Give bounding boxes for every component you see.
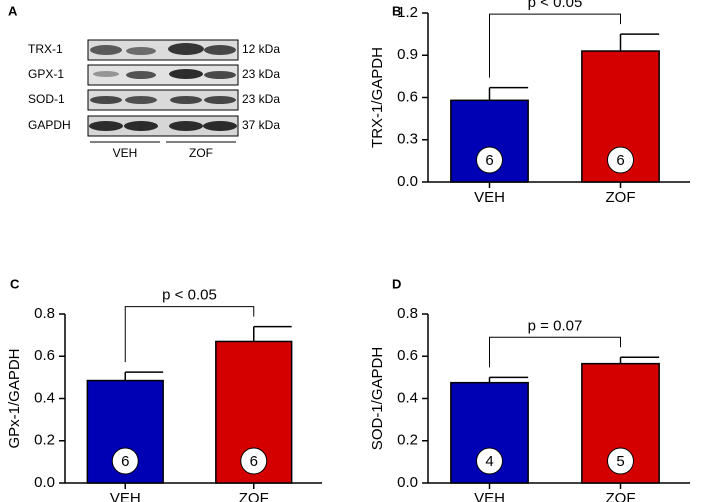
bands [89,43,237,131]
significance-bracket [489,336,621,368]
n-badge [476,447,503,475]
blot-strip [87,115,239,137]
blot-size-label: 12 kDa [242,42,280,56]
y-tick-label: 0.0 [397,474,418,491]
n-label: 5 [616,453,624,470]
y-tick-label: 0.4 [34,389,55,406]
blot-size-label: 37 kDa [242,118,280,132]
y-axis-label: SOD-1/GAPDH [369,347,386,450]
n-label: 6 [485,152,493,169]
x-tick-label: ZOF [606,490,636,502]
x-tick-label: VEH [474,490,505,502]
blot-row-label: SOD-1 [28,92,65,106]
y-axis-label: GPx-1/GAPDH [6,348,23,448]
significance-bracket [124,306,255,363]
n-badge [111,447,139,475]
annotation: p < 0.05 [162,287,217,304]
y-tick-label: 0.8 [397,305,418,322]
blot-strip [87,89,239,111]
n-label: 6 [616,152,624,169]
group-label: ZOF [189,146,213,160]
y-tick-label: 0.0 [397,173,418,190]
blot-row-label: GPX-1 [28,67,64,81]
y-tick-label: 0.4 [397,389,418,406]
n-badge [476,146,503,174]
y-tick-label: 0.6 [34,347,55,364]
y-tick-label: 0.8 [34,305,55,322]
n-label: 4 [485,453,493,470]
y-tick-label: 0.0 [34,474,55,491]
x-tick-label: VEH [110,490,141,502]
y-tick-label: 0.3 [397,131,418,148]
y-tick-label: 0.6 [397,347,418,364]
n-badge [240,447,268,475]
n-badge [607,447,634,475]
n-label: 6 [121,453,129,470]
n-badge [607,146,634,174]
group-label: VEH [113,146,138,160]
panel-label: B [392,3,401,18]
y-tick-label: 0.6 [397,88,418,105]
blot-size-label: 23 kDa [242,92,280,106]
n-label: 6 [250,453,258,470]
panel-label: A [8,3,18,18]
blot-strip [87,64,239,86]
x-tick-label: ZOF [239,490,269,502]
panel-label: C [10,276,20,291]
significance-bracket [489,13,621,78]
y-tick-label: 0.2 [34,432,55,449]
annotation: p = 0.07 [528,317,583,334]
blot-size-label: 23 kDa [242,67,280,81]
annotation: p < 0.05 [528,0,583,11]
x-tick-label: VEH [474,189,505,206]
y-axis-label: TRX-1/GAPDH [369,47,386,148]
x-tick-label: ZOF [606,189,636,206]
panel-label: D [392,276,401,291]
y-tick-label: 1.2 [397,4,418,21]
blot-row-label: TRX-1 [28,42,63,56]
blot-row-label: GAPDH [28,118,71,132]
y-tick-label: 0.2 [397,432,418,449]
y-tick-label: 0.9 [397,46,418,63]
blot: TRX-1 GPX-1 SOD-1 GAPDH 12 kDa 23 kDa 23… [28,39,280,160]
blot-strip [87,39,239,61]
